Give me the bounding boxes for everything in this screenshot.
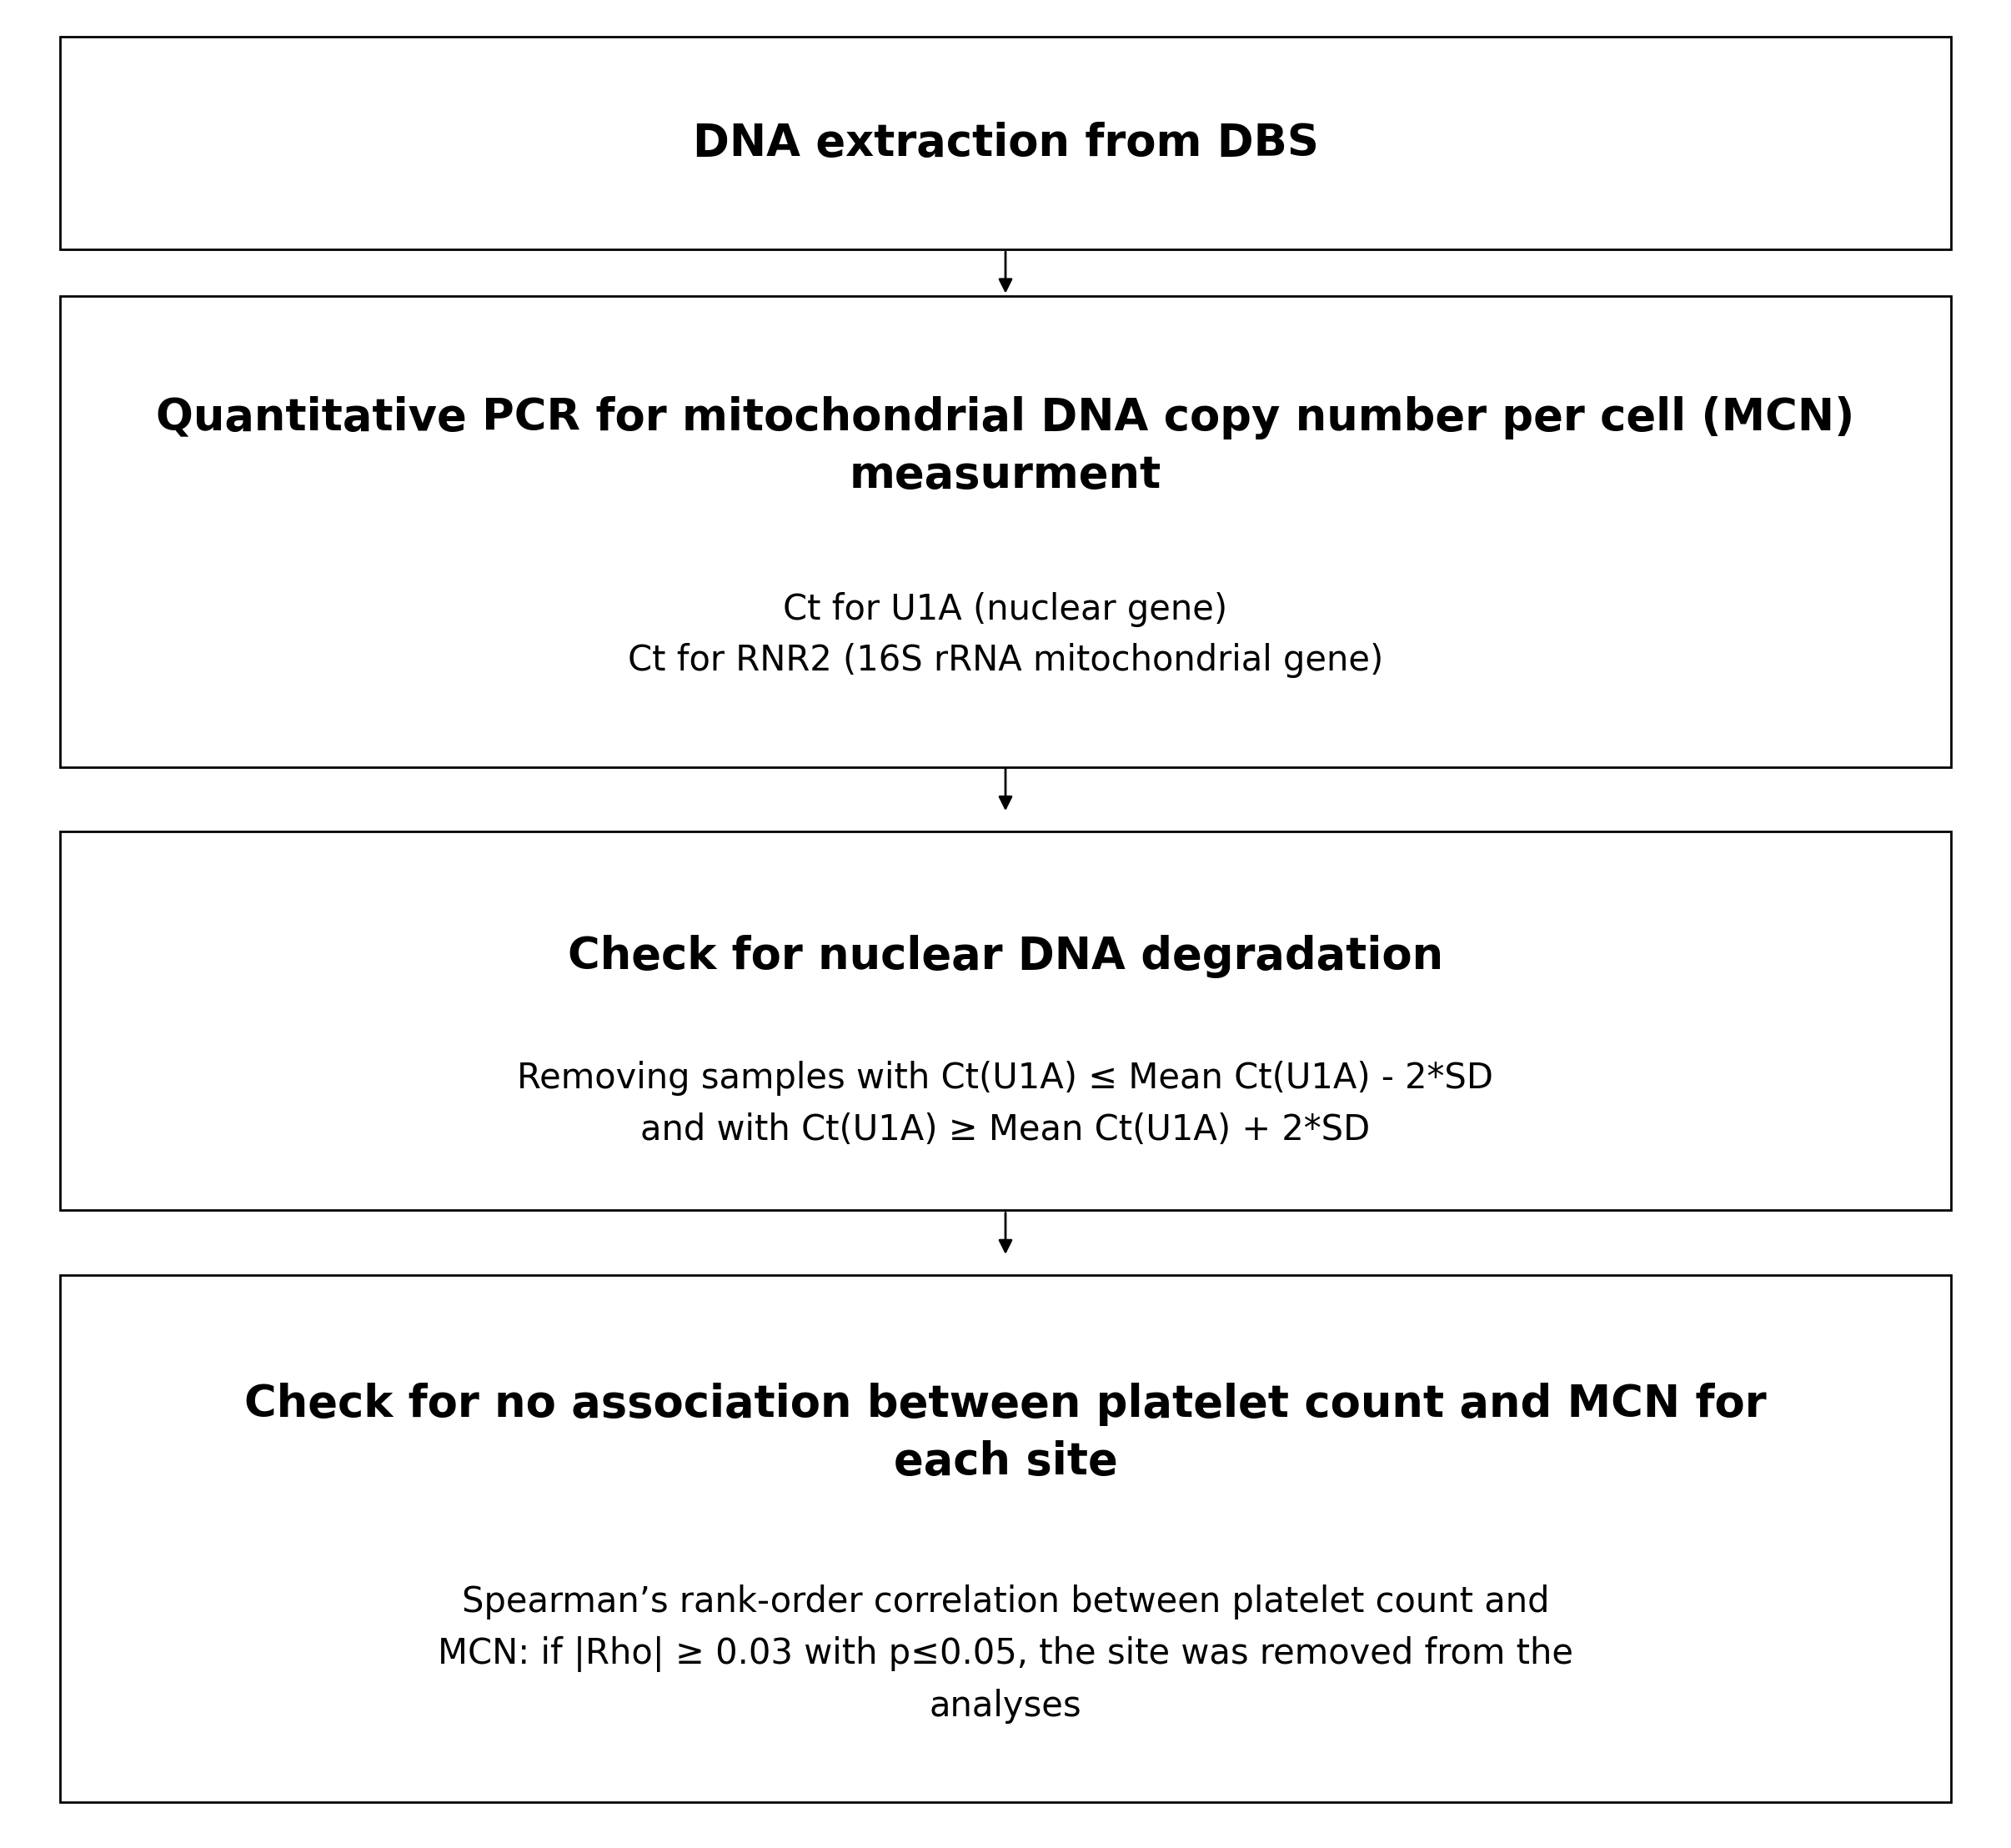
- Text: Check for nuclear DNA degradation: Check for nuclear DNA degradation: [567, 935, 1444, 978]
- Text: Removing samples with Ct(U1A) ≤ Mean Ct(U1A) - 2*SD
and with Ct(U1A) ≥ Mean Ct(U: Removing samples with Ct(U1A) ≤ Mean Ct(…: [517, 1061, 1494, 1148]
- Bar: [60, 1275, 1951, 1802]
- Text: DNA extraction from DBS: DNA extraction from DBS: [692, 122, 1319, 164]
- Bar: [60, 296, 1951, 767]
- Text: Ct for U1A (nuclear gene)
Ct for RNR2 (16S rRNA mitochondrial gene): Ct for U1A (nuclear gene) Ct for RNR2 (1…: [627, 591, 1384, 678]
- Bar: [60, 37, 1951, 249]
- Text: Check for no association between platelet count and MCN for
each site: Check for no association between platele…: [245, 1382, 1766, 1484]
- Bar: [60, 832, 1951, 1210]
- Text: Quantitative PCR for mitochondrial DNA copy number per cell (MCN)
measurment: Quantitative PCR for mitochondrial DNA c…: [157, 395, 1854, 497]
- Text: Spearman’s rank-order correlation between platelet count and
MCN: if |Rho| ≥ 0.0: Spearman’s rank-order correlation betwee…: [438, 1586, 1573, 1724]
